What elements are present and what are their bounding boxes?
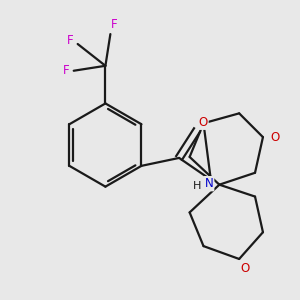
Text: H: H xyxy=(193,181,201,191)
Text: F: F xyxy=(66,34,73,46)
Text: O: O xyxy=(241,262,250,275)
Text: F: F xyxy=(62,64,69,77)
Text: F: F xyxy=(111,18,118,31)
Text: N: N xyxy=(204,177,213,190)
Text: O: O xyxy=(270,130,280,144)
Text: O: O xyxy=(198,116,208,129)
